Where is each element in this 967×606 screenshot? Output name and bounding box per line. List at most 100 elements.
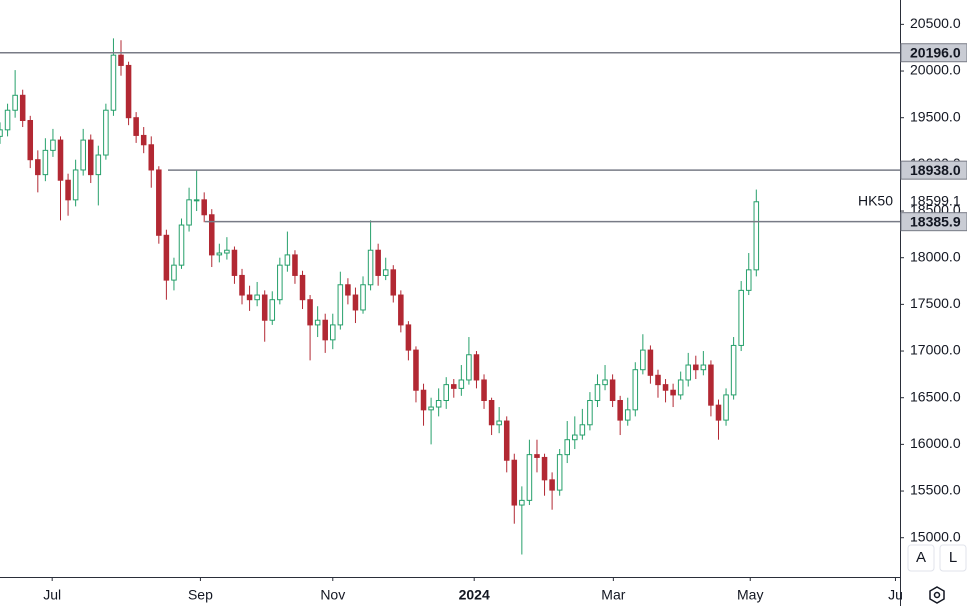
y-tick-label: 18000.0 bbox=[910, 248, 961, 264]
candle-body bbox=[662, 384, 669, 391]
candle-body bbox=[19, 94, 26, 121]
candle-body bbox=[322, 319, 328, 341]
candle-body bbox=[261, 294, 268, 321]
candle-body bbox=[269, 299, 276, 321]
x-tick-label: 2024 bbox=[459, 587, 490, 603]
candle-body bbox=[594, 384, 601, 402]
candle-body bbox=[140, 134, 147, 146]
candle-body bbox=[693, 364, 699, 371]
candle-body bbox=[466, 354, 472, 381]
level-label-box bbox=[900, 43, 967, 63]
candle-body bbox=[405, 324, 412, 351]
candle-body bbox=[526, 454, 533, 501]
candle-body bbox=[398, 294, 404, 326]
candle-body bbox=[745, 269, 752, 291]
level-label-box bbox=[900, 212, 967, 232]
candle-body bbox=[738, 289, 744, 346]
candle-body bbox=[35, 159, 41, 176]
y-tick-label: 20500.0 bbox=[910, 15, 961, 31]
candle-body bbox=[730, 344, 737, 396]
candle-body bbox=[330, 324, 336, 341]
candle-body bbox=[352, 294, 359, 311]
last-price-label: 18599.1 bbox=[910, 192, 961, 208]
candle-body bbox=[186, 199, 192, 226]
x-tick-label: May bbox=[737, 587, 763, 603]
candle-body bbox=[534, 454, 540, 458]
candle-body bbox=[420, 389, 427, 411]
x-tick-label: Nov bbox=[320, 587, 345, 603]
candle-body bbox=[133, 117, 139, 136]
candle-body bbox=[299, 274, 306, 301]
y-tick-label: 15500.0 bbox=[910, 482, 961, 498]
settings-button[interactable] bbox=[929, 586, 945, 604]
candle-body bbox=[4, 109, 11, 131]
candle-body bbox=[375, 249, 381, 276]
candle-body bbox=[65, 179, 71, 201]
candle-body bbox=[564, 439, 570, 456]
level-label-box bbox=[900, 160, 967, 180]
candle-body bbox=[549, 479, 555, 491]
log-scale-button[interactable] bbox=[939, 544, 967, 572]
candle-body bbox=[193, 199, 200, 202]
candle-body bbox=[473, 354, 480, 381]
candle-body bbox=[80, 139, 86, 171]
auto-scale-icon: A bbox=[916, 549, 926, 566]
candle-body bbox=[579, 424, 586, 436]
candle-body bbox=[647, 349, 654, 376]
scale-buttons: A L bbox=[907, 544, 967, 572]
candle-body bbox=[488, 400, 495, 426]
candle-body bbox=[337, 284, 344, 326]
candle-body bbox=[496, 420, 502, 426]
candle-body bbox=[246, 294, 253, 301]
candle-body bbox=[95, 154, 102, 176]
y-tick-label: 17500.0 bbox=[910, 295, 961, 311]
candle-body bbox=[163, 234, 170, 281]
log-scale-icon: L bbox=[949, 549, 957, 566]
candle-body bbox=[541, 456, 548, 481]
level-label: 18385.9 bbox=[910, 213, 961, 229]
candle-body bbox=[216, 252, 223, 256]
y-tick-label: 20000.0 bbox=[910, 62, 961, 78]
candle-body bbox=[314, 319, 321, 326]
candle-body bbox=[201, 199, 207, 216]
candle-body bbox=[224, 249, 230, 254]
candle-body bbox=[292, 254, 298, 276]
candle-body bbox=[103, 109, 109, 156]
candle-body bbox=[700, 364, 707, 371]
settings-icon-center bbox=[933, 591, 941, 599]
candle-body bbox=[277, 264, 283, 301]
candle-body bbox=[443, 384, 449, 402]
y-tick-label: 15000.0 bbox=[910, 528, 961, 544]
candle-body bbox=[451, 384, 457, 389]
candle-body bbox=[587, 400, 593, 426]
candle-body bbox=[556, 454, 563, 491]
candle-body bbox=[0, 129, 3, 137]
candle-body bbox=[435, 400, 442, 408]
candle-body bbox=[27, 119, 34, 161]
symbol-label: HK50 bbox=[858, 192, 893, 208]
candle-body bbox=[307, 299, 313, 326]
plot-area bbox=[0, 38, 900, 555]
level-label: 20196.0 bbox=[910, 44, 961, 60]
auto-scale-button[interactable] bbox=[907, 544, 935, 572]
x-tick-label: Mar bbox=[601, 587, 625, 603]
candle-body bbox=[72, 169, 79, 201]
candle-body bbox=[428, 406, 434, 411]
candle-body bbox=[602, 379, 608, 386]
candle-body bbox=[708, 364, 714, 406]
candle-body bbox=[685, 364, 692, 381]
candle-body bbox=[382, 269, 389, 276]
candle-body bbox=[239, 274, 245, 296]
candle-body bbox=[481, 379, 487, 402]
candle-body bbox=[110, 54, 117, 111]
axis-labels: 20500.020000.019500.019000.018500.018000… bbox=[43, 15, 967, 603]
candle-body bbox=[284, 254, 291, 266]
candle-body bbox=[617, 400, 623, 421]
y-tick-label: 16500.0 bbox=[910, 388, 961, 404]
candle-body bbox=[572, 434, 578, 441]
candle-body bbox=[413, 349, 419, 391]
candle-body bbox=[367, 249, 374, 286]
candle-body bbox=[503, 420, 510, 461]
settings-icon bbox=[929, 586, 945, 604]
candle-body bbox=[723, 394, 729, 421]
